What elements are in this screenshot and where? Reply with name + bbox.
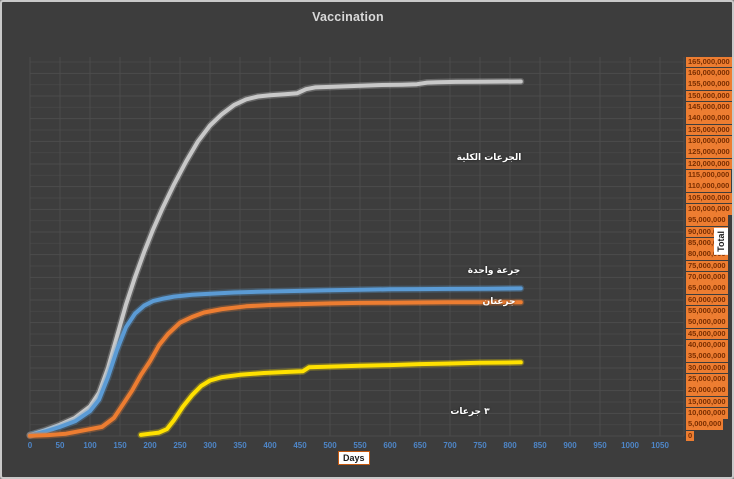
y-tick-label: 50,000,000: [686, 317, 728, 328]
y-tick-label: 45,000,000: [686, 328, 728, 340]
series-label-total-doses[interactable]: الجرعات الكلية: [456, 153, 522, 163]
series-line-one-dose[interactable]: [26, 284, 525, 439]
series-core-three-doses: [139, 360, 523, 437]
y-axis-title[interactable]: Total: [714, 228, 728, 255]
x-tick-label: 300: [203, 441, 217, 450]
y-tick-label: 25,000,000: [686, 374, 728, 385]
y-tick-label: 160,000,000: [686, 68, 732, 79]
x-tick-label: 0: [27, 441, 33, 450]
y-tick-label: 15,000,000: [686, 396, 728, 408]
y-tick-label: 60,000,000: [686, 294, 728, 306]
y-tick-label: 40,000,000: [686, 340, 728, 351]
x-tick-label: 50: [55, 441, 65, 450]
x-tick-label: 200: [143, 441, 157, 450]
y-tick-label: 165,000,000: [686, 56, 732, 68]
x-tick-label: 400: [263, 441, 277, 450]
series-label-two-doses[interactable]: جرعتان: [482, 297, 516, 307]
x-tick-label: 600: [383, 441, 397, 450]
y-tick-label: 75,000,000: [686, 260, 728, 272]
y-tick-label: 125,000,000: [686, 147, 732, 158]
x-tick-label: 1050: [651, 441, 669, 450]
x-tick-label: 350: [233, 441, 247, 450]
series-label-three-doses[interactable]: ٣ جرعات: [450, 407, 490, 417]
y-tick-label: 145,000,000: [686, 102, 732, 113]
y-tick-label: 120,000,000: [686, 158, 732, 170]
y-tick-label: 150,000,000: [686, 90, 732, 102]
series-core-two-doses: [28, 300, 523, 438]
series-glow-three-doses: [137, 358, 525, 439]
y-tick-label: 65,000,000: [686, 283, 728, 294]
y-tick-label: 35,000,000: [686, 351, 728, 362]
y-tick-label: 130,000,000: [686, 136, 732, 147]
series-line-total-doses[interactable]: [26, 78, 525, 439]
x-tick-label: 650: [413, 441, 427, 450]
series-line-two-doses[interactable]: [26, 298, 525, 440]
y-tick-label: 0: [686, 430, 695, 442]
y-tick-label: 100,000,000: [686, 204, 732, 215]
y-tick-label: 135,000,000: [686, 124, 732, 136]
x-tick-label: 250: [173, 441, 187, 450]
y-tick-label: 95,000,000: [686, 215, 728, 226]
y-tick-label: 85,000,000: [686, 238, 728, 249]
y-tick-label: 80,000,000: [686, 249, 728, 260]
y-tick-label: 5,000,000: [686, 419, 724, 430]
y-tick-label: 155,000,000: [686, 79, 732, 90]
y-tick-label: 90,000,000: [686, 226, 728, 238]
y-tick-label: 20,000,000: [686, 385, 728, 396]
gridlines: [29, 57, 685, 437]
x-tick-label: 750: [473, 441, 487, 450]
x-tick-label: 450: [293, 441, 307, 450]
y-tick-label: 30,000,000: [686, 362, 728, 374]
y-tick-label: 110,000,000: [686, 181, 732, 192]
x-tick-label: 150: [113, 441, 127, 450]
series-core-one-dose: [28, 286, 523, 438]
x-axis-title[interactable]: Days: [338, 451, 370, 465]
series-line-three-doses[interactable]: [137, 358, 525, 439]
x-tick-label: 850: [533, 441, 547, 450]
y-tick-label: 70,000,000: [686, 272, 728, 283]
x-tick-label: 900: [563, 441, 577, 450]
y-tick-label: 140,000,000: [686, 113, 732, 124]
series-core-total-doses: [28, 79, 523, 438]
y-tick-label: 55,000,000: [686, 306, 728, 317]
x-tick-label: 950: [593, 441, 607, 450]
x-tick-label: 100: [83, 441, 97, 450]
x-tick-label: 700: [443, 441, 457, 450]
y-tick-label: 10,000,000: [686, 408, 728, 419]
y-tick-label: 115,000,000: [686, 170, 732, 181]
y-tick-label: 105,000,000: [686, 192, 732, 204]
x-tick-label: 1000: [621, 441, 639, 450]
series-label-one-dose[interactable]: جرعة واحدة: [467, 266, 521, 276]
chart-title[interactable]: Vaccination: [312, 10, 384, 24]
x-tick-label: 550: [353, 441, 367, 450]
x-tick-label: 500: [323, 441, 337, 450]
x-tick-label: 800: [503, 441, 517, 450]
